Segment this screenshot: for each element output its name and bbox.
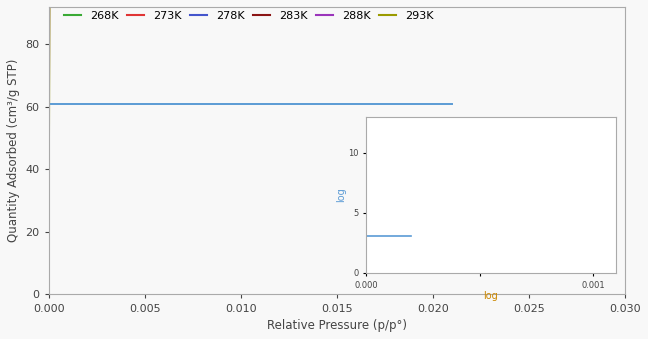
278K xyxy=(45,149,52,154)
Y-axis label: Quantity Adsorbed (cm³/g STP): Quantity Adsorbed (cm³/g STP) xyxy=(7,59,20,242)
Legend: 268K, 273K, 278K, 283K, 288K, 293K: 268K, 273K, 278K, 283K, 288K, 293K xyxy=(60,7,438,26)
Line: 283K: 283K xyxy=(49,0,625,190)
X-axis label: log: log xyxy=(483,291,498,301)
273K xyxy=(45,98,52,102)
Line: 273K: 273K xyxy=(49,0,625,100)
293K xyxy=(45,232,52,236)
Line: 293K: 293K xyxy=(49,0,625,234)
X-axis label: Relative Pressure (p/p°): Relative Pressure (p/p°) xyxy=(267,319,407,332)
Line: 268K: 268K xyxy=(49,0,625,18)
Line: 278K: 278K xyxy=(49,0,625,152)
268K xyxy=(45,16,52,20)
283K xyxy=(45,187,52,192)
Y-axis label: log: log xyxy=(336,187,347,202)
Line: 288K: 288K xyxy=(49,0,625,214)
288K xyxy=(45,212,52,216)
